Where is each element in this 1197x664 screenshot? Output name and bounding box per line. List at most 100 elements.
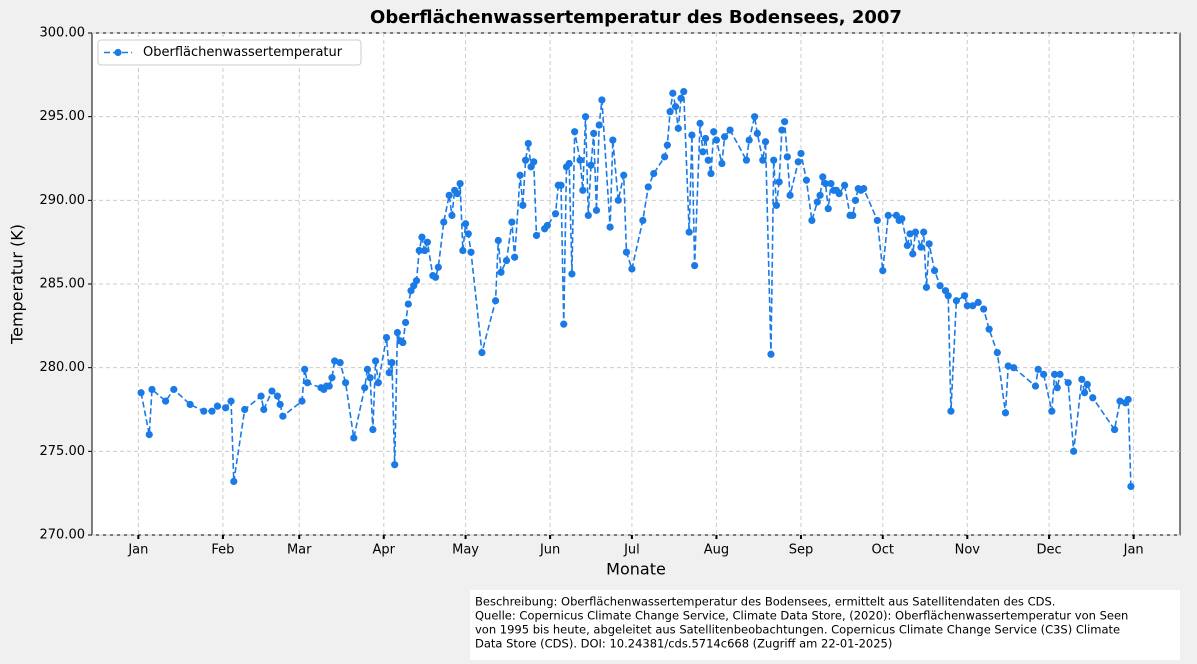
data-point [721, 133, 729, 141]
data-point [551, 210, 560, 218]
data-point [835, 190, 843, 198]
data-point [456, 180, 464, 188]
data-point [816, 191, 824, 199]
data-point [1070, 447, 1078, 455]
data-point [813, 198, 821, 206]
data-point [952, 297, 961, 305]
data-point [993, 349, 1001, 357]
data-point [568, 270, 576, 278]
data-point [508, 218, 516, 226]
y-tick-label: 290.00 [40, 193, 86, 208]
data-point [851, 196, 860, 204]
y-tick-label: 300.00 [40, 26, 86, 41]
data-point [230, 477, 238, 486]
data-point [1127, 482, 1135, 491]
data-point [1056, 370, 1064, 378]
data-point [423, 238, 431, 246]
data-point [606, 223, 614, 231]
data-point [827, 180, 835, 188]
data-point [584, 211, 592, 219]
data-point [960, 292, 969, 300]
data-point [1053, 384, 1061, 392]
data-point [273, 392, 282, 400]
data-point [268, 387, 276, 395]
data-point [1089, 394, 1097, 402]
data-point [241, 405, 249, 414]
data-point [639, 216, 647, 225]
footnote-line: Quelle: Copernicus Climate Change Servic… [475, 609, 1128, 623]
data-point [598, 96, 606, 104]
data-point [761, 138, 770, 146]
y-tick-label: 270.00 [40, 528, 86, 543]
x-tick-label: Dec [1037, 543, 1062, 558]
chart-title: Oberflächenwassertemperatur des Bodensee… [370, 7, 902, 28]
data-point [371, 357, 380, 365]
data-point [770, 156, 778, 164]
data-point [808, 216, 816, 225]
data-point [222, 404, 230, 412]
data-point [382, 333, 391, 342]
data-point [361, 384, 369, 392]
data-point [1116, 397, 1124, 405]
data-point [911, 228, 920, 236]
data-point [581, 113, 590, 121]
data-point [661, 153, 669, 161]
data-point [819, 173, 827, 181]
data-point [571, 128, 579, 136]
data-point [680, 87, 688, 96]
data-point [925, 240, 933, 248]
data-point [502, 256, 511, 265]
data-point [930, 267, 939, 275]
x-tick-label: Feb [211, 543, 234, 558]
data-point [1004, 362, 1012, 370]
data-point [440, 218, 448, 226]
data-point [685, 228, 693, 236]
x-tick-label: May [452, 543, 479, 558]
legend-label: Oberflächenwassertemperatur [143, 45, 343, 60]
data-point [467, 248, 475, 256]
data-point [669, 89, 677, 97]
data-point [797, 149, 805, 158]
data-point [824, 205, 832, 213]
data-point [666, 108, 674, 116]
data-point [1034, 365, 1042, 373]
data-point [985, 325, 993, 333]
legend-marker [114, 48, 122, 57]
data-point [491, 297, 500, 305]
data-point [718, 159, 726, 168]
data-point [917, 243, 925, 251]
data-point [328, 374, 336, 382]
data-point [336, 359, 344, 367]
data-point [497, 268, 505, 276]
footnote-line: Data Store (CDS). DOI: 10.24381/cds.5714… [475, 637, 892, 651]
data-point [303, 379, 312, 387]
data-point [260, 405, 268, 414]
data-point [404, 300, 412, 308]
data-point [565, 159, 573, 168]
data-point [879, 267, 887, 275]
data-point [674, 124, 682, 132]
data-point [421, 246, 429, 255]
data-point [841, 181, 849, 189]
data-point [704, 156, 712, 164]
data-point [511, 253, 519, 261]
data-point [592, 206, 601, 214]
x-tick-label: Mar [287, 543, 312, 558]
data-point [208, 407, 216, 415]
data-point [783, 153, 791, 161]
data-point [794, 158, 802, 166]
data-point [391, 461, 399, 469]
data-point [778, 126, 786, 134]
data-point [148, 385, 156, 394]
data-point [137, 389, 145, 397]
data-point [516, 171, 524, 179]
data-point [459, 246, 467, 255]
data-point [922, 283, 931, 291]
data-point [963, 302, 971, 310]
data-point [388, 359, 396, 367]
data-point [453, 190, 461, 198]
data-point [519, 201, 527, 209]
data-point [753, 129, 761, 137]
